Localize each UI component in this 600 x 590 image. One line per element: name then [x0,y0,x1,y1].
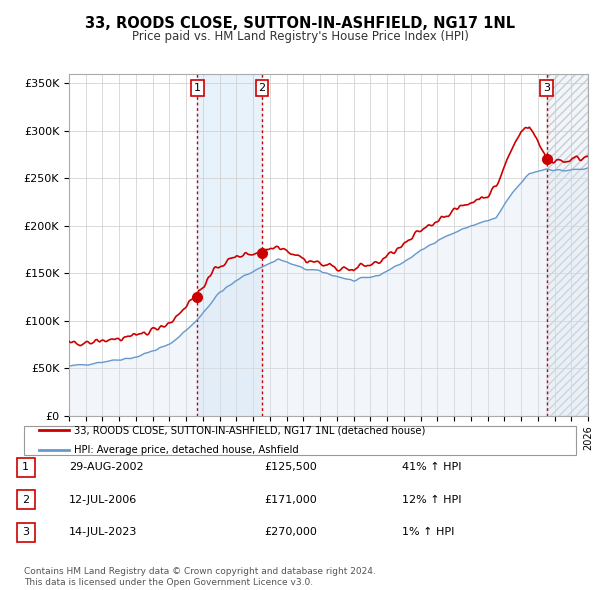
Bar [197,74,262,416]
Text: HPI: Average price, detached house, Ashfield: HPI: Average price, detached house, Ashf… [74,445,299,454]
Text: £171,000: £171,000 [264,495,317,504]
Text: 41% ↑ HPI: 41% ↑ HPI [402,463,461,472]
Text: 29-AUG-2002: 29-AUG-2002 [69,463,143,472]
Text: 33, ROODS CLOSE, SUTTON-IN-ASHFIELD, NG17 1NL: 33, ROODS CLOSE, SUTTON-IN-ASHFIELD, NG1… [85,16,515,31]
Bar [547,74,588,416]
Text: 33, ROODS CLOSE, SUTTON-IN-ASHFIELD, NG17 1NL (detached house): 33, ROODS CLOSE, SUTTON-IN-ASHFIELD, NG1… [74,425,425,435]
Text: 3: 3 [543,83,550,93]
Text: Contains HM Land Registry data © Crown copyright and database right 2024.: Contains HM Land Registry data © Crown c… [24,566,376,576]
Text: 1% ↑ HPI: 1% ↑ HPI [402,527,454,537]
Text: 12% ↑ HPI: 12% ↑ HPI [402,495,461,504]
Text: £125,500: £125,500 [264,463,317,472]
Text: 12-JUL-2006: 12-JUL-2006 [69,495,137,504]
Text: This data is licensed under the Open Government Licence v3.0.: This data is licensed under the Open Gov… [24,578,313,587]
Text: 14-JUL-2023: 14-JUL-2023 [69,527,137,537]
Text: 3: 3 [22,527,29,537]
Text: 2: 2 [22,495,29,504]
Bar [547,74,588,416]
Text: Price paid vs. HM Land Registry's House Price Index (HPI): Price paid vs. HM Land Registry's House … [131,30,469,43]
Text: £270,000: £270,000 [264,527,317,537]
Text: 1: 1 [194,83,201,93]
Text: 2: 2 [259,83,266,93]
Text: 1: 1 [22,463,29,472]
